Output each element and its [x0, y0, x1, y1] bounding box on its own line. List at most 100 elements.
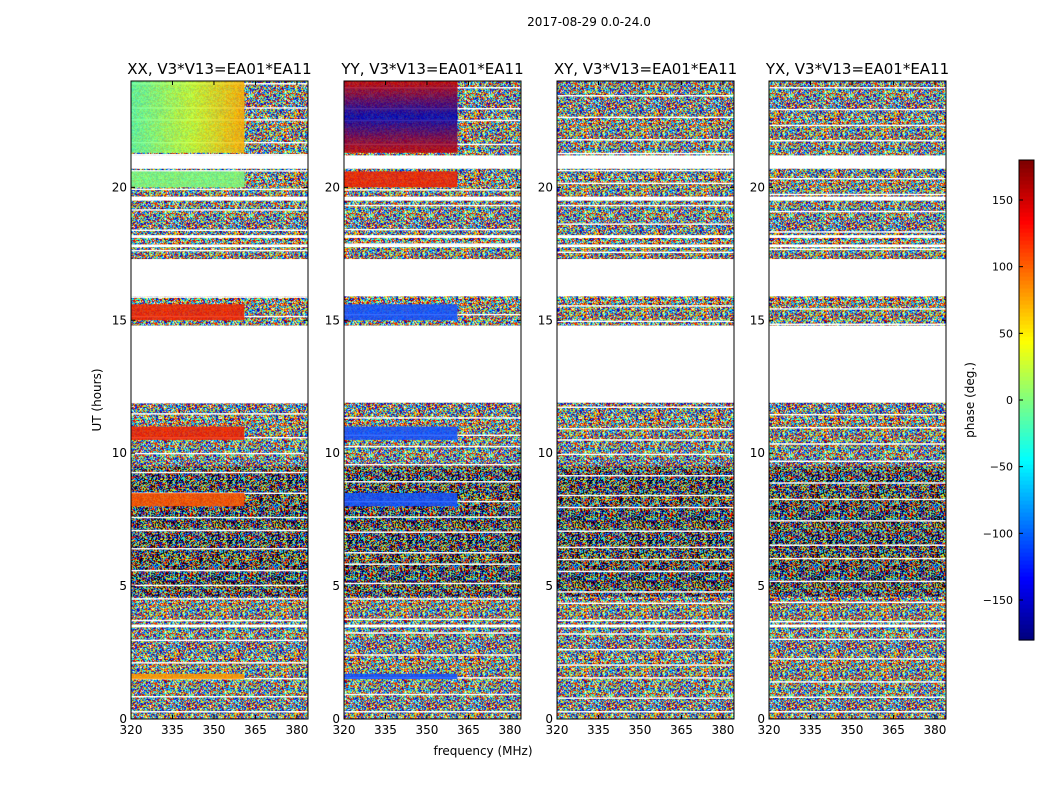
y-tick-label: 10 [538, 446, 553, 460]
coherent-band [131, 171, 245, 188]
flagged-band [131, 244, 308, 248]
y-tick-label: 5 [545, 579, 553, 593]
coherent-band [131, 493, 245, 507]
figure-suptitle: 2017-08-29 0.0-24.0 [527, 15, 651, 29]
x-tick-label: 320 [758, 723, 781, 737]
coherent-band [344, 493, 458, 507]
colorbar-tick-label: −100 [983, 527, 1013, 540]
colorbar-tick-label: 50 [999, 327, 1013, 340]
y-tick-label: 0 [332, 712, 340, 726]
x-tick-label: 350 [203, 723, 226, 737]
flagged-band [344, 325, 521, 403]
flagged-band [131, 196, 308, 201]
y-tick-label: 15 [112, 313, 127, 327]
x-tick-label: 365 [882, 723, 905, 737]
y-axis-label: UT (hours) [90, 368, 104, 431]
colorbar-tick-label: −150 [983, 594, 1013, 607]
panel-title: YY, V3*V13=EA01*EA11 [340, 60, 523, 78]
colorbar-tick-label: −50 [990, 461, 1013, 474]
y-tick-label: 20 [112, 180, 127, 194]
coherent-band [131, 304, 245, 321]
y-tick-label: 0 [119, 712, 127, 726]
y-tick-label: 0 [757, 712, 765, 726]
x-tick-label: 350 [629, 723, 652, 737]
panel-frame [343, 80, 522, 720]
panel-image [557, 81, 734, 719]
flagged-band [344, 259, 521, 297]
coherent-band [344, 426, 458, 440]
x-tick-label: 335 [799, 723, 822, 737]
x-tick-label: 350 [416, 723, 439, 737]
panel-image [131, 81, 308, 719]
x-axis-label: frequency (MHz) [433, 744, 532, 758]
coherent-band [131, 81, 245, 153]
x-tick-label: 320 [333, 723, 356, 737]
flagged-band [769, 244, 946, 248]
panel-yx: YX, V3*V13=EA01*EA11 320 335 350 365 380 0 5 10 1… [750, 60, 949, 737]
x-tick-label: 335 [587, 723, 610, 737]
colorbar-tick-label: 150 [992, 194, 1013, 207]
panel-title: XX, V3*V13=EA01*EA11 [127, 60, 311, 78]
y-tick-label: 0 [545, 712, 553, 726]
x-tick-label: 380 [711, 723, 734, 737]
x-tick-label: 380 [285, 723, 308, 737]
x-tick-label: 335 [374, 723, 397, 737]
flagged-band [557, 325, 734, 403]
flagged-band [557, 244, 734, 248]
flagged-band [557, 155, 734, 169]
y-tick-label: 15 [325, 313, 340, 327]
flagged-band [557, 235, 734, 238]
flagged-band [769, 235, 946, 238]
flagged-band [557, 196, 734, 201]
coherent-band [344, 171, 458, 188]
x-tick-label: 320 [120, 723, 143, 737]
panel-xx: XX, V3*V13=EA01*EA11 320 335 350 365 380 0 5 10 1… [112, 60, 312, 737]
y-tick-label: 10 [112, 446, 127, 460]
panel-frame [130, 80, 309, 720]
flagged-band [131, 325, 308, 403]
panel-image [769, 81, 946, 719]
y-tick-label: 20 [538, 180, 553, 194]
x-tick-label: 365 [670, 723, 693, 737]
y-tick-label: 5 [332, 579, 340, 593]
flagged-band [131, 155, 308, 169]
x-tick-label: 380 [498, 723, 521, 737]
flagged-band [557, 259, 734, 297]
flagged-band [769, 325, 946, 403]
coherent-band [131, 426, 245, 440]
flagged-band [344, 624, 521, 628]
y-tick-label: 5 [757, 579, 765, 593]
flagged-band [344, 244, 521, 248]
y-tick-label: 20 [325, 180, 340, 194]
flagged-band [344, 196, 521, 201]
coherent-band [131, 673, 245, 680]
panel-frame [768, 80, 947, 720]
flagged-band [769, 624, 946, 628]
coherent-band [344, 304, 458, 321]
flagged-band [557, 624, 734, 628]
x-tick-label: 350 [841, 723, 864, 737]
colorbar: 150 100 50 0 −50 −100 −150 phase (deg.) [963, 159, 1035, 641]
y-tick-label: 5 [119, 579, 127, 593]
flagged-band [769, 155, 946, 169]
y-tick-label: 15 [750, 313, 765, 327]
panel-yy: YY, V3*V13=EA01*EA11 320 335 350 365 380 0 5 10 1… [325, 60, 524, 737]
x-tick-label: 380 [923, 723, 946, 737]
flagged-band [131, 235, 308, 238]
panel-xy: XY, V3*V13=EA01*EA11 320 335 350 365 380 0 5 10 1… [538, 60, 737, 737]
coherent-band [344, 673, 458, 680]
coherent-band [344, 81, 458, 153]
panels: XX, V3*V13=EA01*EA11 320 335 350 365 380 0 5 10 1… [112, 60, 949, 737]
colorbar-tick-label: 0 [1006, 394, 1013, 407]
flagged-band [769, 196, 946, 201]
flagged-band [131, 624, 308, 628]
panel-title: YX, V3*V13=EA01*EA11 [765, 60, 949, 78]
x-tick-label: 335 [161, 723, 184, 737]
x-tick-label: 365 [457, 723, 480, 737]
panel-image [344, 81, 521, 719]
y-tick-label: 15 [538, 313, 553, 327]
flagged-band [131, 259, 308, 297]
flagged-band [769, 259, 946, 297]
x-tick-label: 320 [546, 723, 569, 737]
